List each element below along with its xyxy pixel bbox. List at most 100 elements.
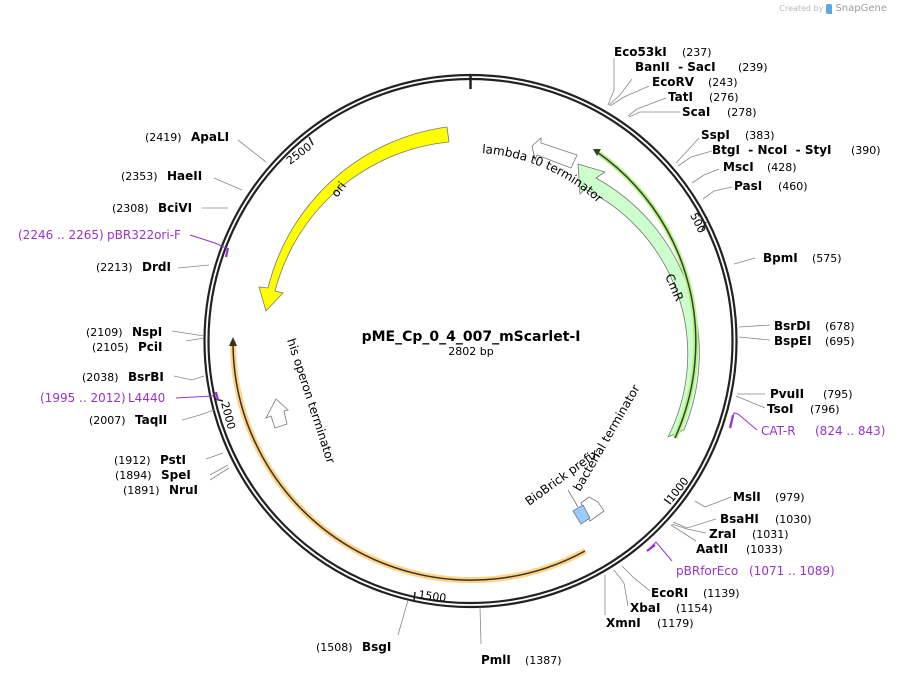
svg-text:PasI: PasI [734,179,762,193]
svg-text:(1912): (1912) [114,454,151,467]
svg-text:TaqII: TaqII [135,413,167,427]
enzyme-bsrdi[interactable]: BsrDI (678) [774,319,855,333]
svg-text:(1387): (1387) [525,654,562,667]
svg-text:(1031): (1031) [752,528,789,541]
enzyme-nspi[interactable]: (2109) NspI [86,325,162,339]
enzyme-bsahi[interactable]: BsaHI (1030) [720,512,812,526]
svg-text:BsgI: BsgI [362,640,391,654]
svg-text:(2246 .. 2265): (2246 .. 2265) [18,228,104,242]
svg-text:(278): (278) [727,106,757,119]
primer-l4440[interactable]: (1995 .. 2012) L4440 [40,391,165,405]
enzyme-bsgi[interactable]: (1508) BsgI [316,640,391,654]
enzyme-xbai[interactable]: XbaI (1154) [630,601,713,615]
enzyme-apali[interactable]: (2419) ApaLI [145,130,229,144]
enzyme-ecorv[interactable]: EcoRV (243) [652,75,738,89]
primer-pbr322ori-f-marker[interactable] [189,234,230,258]
svg-text:(1139): (1139) [703,587,740,600]
primer-pbr322ori-f[interactable]: (2246 .. 2265) pBR322ori-F [18,228,181,242]
enzyme-tati[interactable]: TatI (276) [668,90,739,104]
svg-text:(2007): (2007) [89,414,126,427]
enzyme-eco53ki[interactable]: Eco53kI (237) [614,45,712,59]
svg-text:BsaHI: BsaHI [720,512,759,526]
enzyme-scai[interactable]: ScaI (278) [682,105,757,119]
svg-text:SspI: SspI [701,128,730,142]
enzyme-pcii[interactable]: (2105) PciI [92,340,163,354]
svg-text:2000: 2000 [218,400,238,430]
svg-text:(243): (243) [708,76,738,89]
enzyme-leaders-left [171,139,409,636]
svg-text:EcoRI: EcoRI [651,586,688,600]
svg-text:(795): (795) [823,388,853,401]
snapgene-credit: Created by SnapGene [779,3,887,14]
primer-pbrforeco-marker[interactable] [646,541,673,562]
svg-text:(1033): (1033) [746,543,783,556]
enzyme-bcivi[interactable]: (2308) BciVI [112,201,192,215]
svg-text:(460): (460) [778,180,808,193]
enzyme-msci[interactable]: MscI (428) [723,160,797,174]
enzyme-banii-saci[interactable]: BanII - SacI (239) [635,60,768,74]
svg-text:(678): (678) [825,320,855,333]
svg-text:BtgI - NcoI - StyI: BtgI - NcoI - StyI [712,143,832,157]
enzyme-drdi[interactable]: (2213) DrdI [96,260,171,274]
credit-prefix: Created by [779,4,824,13]
svg-text:ZraI: ZraI [709,527,736,541]
primer-cat-r-marker[interactable] [728,412,758,431]
svg-text:NspI: NspI [132,325,162,339]
svg-text:BanII - SacI: BanII - SacI [635,60,716,74]
enzyme-taqii[interactable]: (2007) TaqII [89,413,167,427]
svg-text:(1995 .. 2012): (1995 .. 2012) [40,391,126,405]
enzyme-ecori[interactable]: EcoRI (1139) [651,586,740,600]
svg-text:(276): (276) [709,91,739,104]
enzyme-psti[interactable]: (1912) PstI [114,453,186,467]
svg-text:BciVI: BciVI [158,201,192,215]
primer-pbrforeco[interactable]: pBRforEco (1071 .. 1089) [676,564,835,578]
enzyme-btgi-ncoi-styi[interactable]: BtgI - NcoI - StyI (390) [712,143,881,157]
svg-text:(2105): (2105) [92,341,129,354]
primer-labels: CAT-R (824 .. 843) pBRforEco (1071 .. 1089… [18,228,885,578]
enzyme-nrui[interactable]: (1891) NruI [123,483,198,497]
svg-text:(239): (239) [738,61,768,74]
svg-text:BsrBI: BsrBI [128,370,164,384]
snapgene-logo-icon [826,3,833,14]
enzyme-spei[interactable]: (1894) SpeI [115,468,191,482]
enzyme-pasi[interactable]: PasI (460) [734,179,808,193]
primer-l4440-marker[interactable] [175,391,220,401]
enzyme-labels-right: Eco53kI (237) BanII - SacI (239) EcoRV (243… [481,45,881,667]
svg-text:ApaLI: ApaLI [191,130,229,144]
svg-text:BspEI: BspEI [774,334,812,348]
svg-text:(390): (390) [851,144,881,157]
svg-text:(1891): (1891) [123,484,160,497]
svg-text:CAT-R: CAT-R [761,424,796,438]
svg-text:pBRforEco: pBRforEco [676,564,738,578]
enzyme-zrai[interactable]: ZraI (1031) [709,527,789,541]
svg-text:ScaI: ScaI [682,105,710,119]
svg-text:(2353): (2353) [121,170,158,183]
primer-cat-r[interactable]: CAT-R (824 .. 843) [761,424,885,438]
enzyme-aatii[interactable]: AatII (1033) [696,542,783,556]
enzyme-pvuii[interactable]: PvuII (795) [770,387,853,401]
enzyme-labels-left: (1508) BsgI (1891) NruI (1894) SpeI (1912) P… [82,130,391,654]
enzyme-haeii[interactable]: (2353) HaeII [121,169,202,183]
enzyme-xmni[interactable]: XmnI (1179) [606,616,694,630]
enzyme-sspi[interactable]: SspI (383) [701,128,775,142]
svg-text:(1179): (1179) [657,617,694,630]
svg-text:(428): (428) [767,161,797,174]
svg-text:L4440: L4440 [128,391,165,405]
enzyme-leaders-right [479,58,771,645]
enzyme-bsrbi[interactable]: (2038) BsrBI [82,370,164,384]
svg-text:(2308): (2308) [112,202,149,215]
svg-text:NruI: NruI [169,483,198,497]
enzyme-pmli[interactable]: PmlI (1387) [481,653,562,667]
svg-text:(2419): (2419) [145,131,182,144]
svg-text:(979): (979) [775,491,805,504]
svg-text:Eco53kI: Eco53kI [614,45,667,59]
enzyme-bpmi[interactable]: BpmI (575) [763,251,842,265]
orf-cmr [593,149,699,440]
enzyme-bspei[interactable]: BspEI (695) [774,334,855,348]
svg-text:(796): (796) [810,403,840,416]
enzyme-tsoi[interactable]: TsoI (796) [767,402,840,416]
feature-his-operon-terminator[interactable]: his operon terminator [265,337,338,466]
svg-text:TatI: TatI [668,90,693,104]
feature-bacterial-terminator[interactable]: bacterial terminator [570,382,643,522]
enzyme-msli[interactable]: MslI (979) [733,490,805,504]
